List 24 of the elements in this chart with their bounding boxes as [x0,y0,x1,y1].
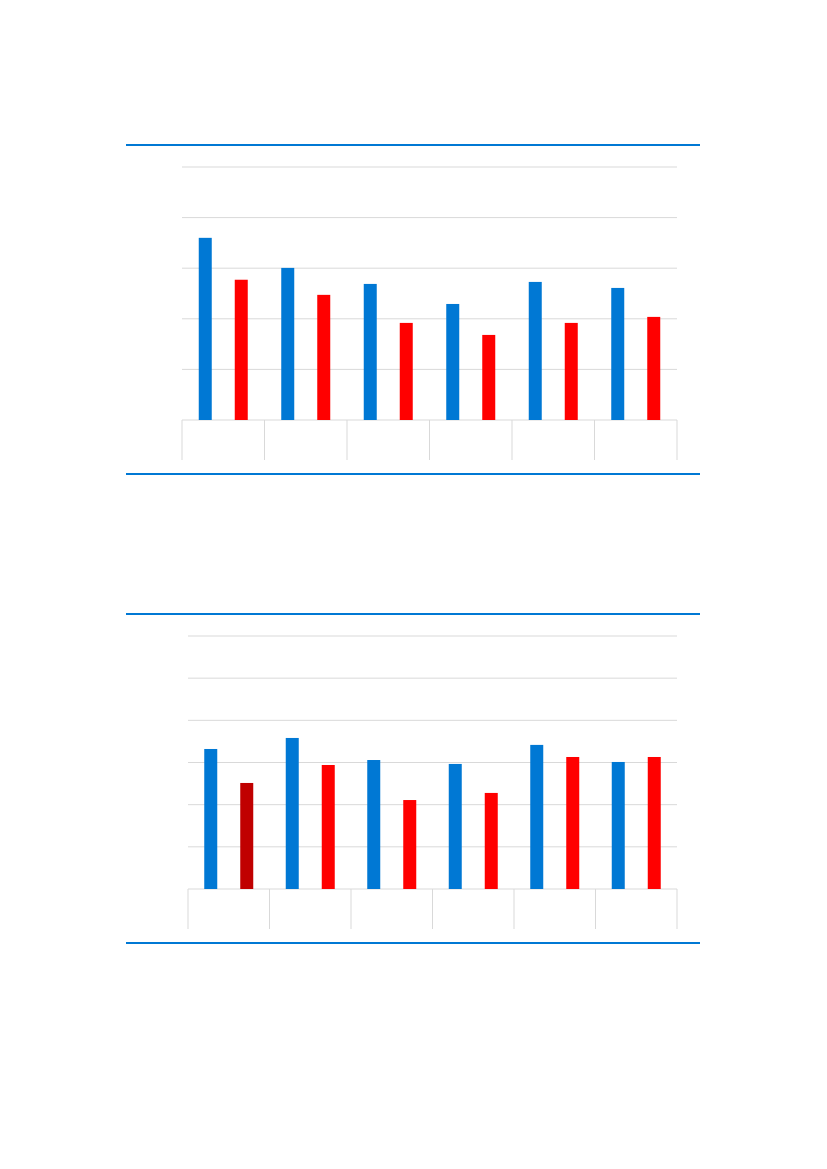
bar [281,267,295,420]
bar [528,281,542,420]
bar [566,756,580,889]
bar [198,237,212,420]
bar [321,765,335,889]
bar [204,748,218,889]
bar [367,760,381,889]
bar [448,763,462,889]
bar [240,782,254,889]
bar [647,756,661,889]
bar [234,279,248,420]
bar [399,322,413,420]
bar [611,761,625,889]
bar [317,294,331,420]
bar [530,744,544,889]
bar [484,792,498,889]
bar [564,322,578,420]
bar [285,737,299,889]
bar [403,800,417,889]
bar [611,287,625,420]
bar [363,283,377,420]
bar [446,303,460,420]
bar [482,334,496,420]
bar [647,316,661,420]
